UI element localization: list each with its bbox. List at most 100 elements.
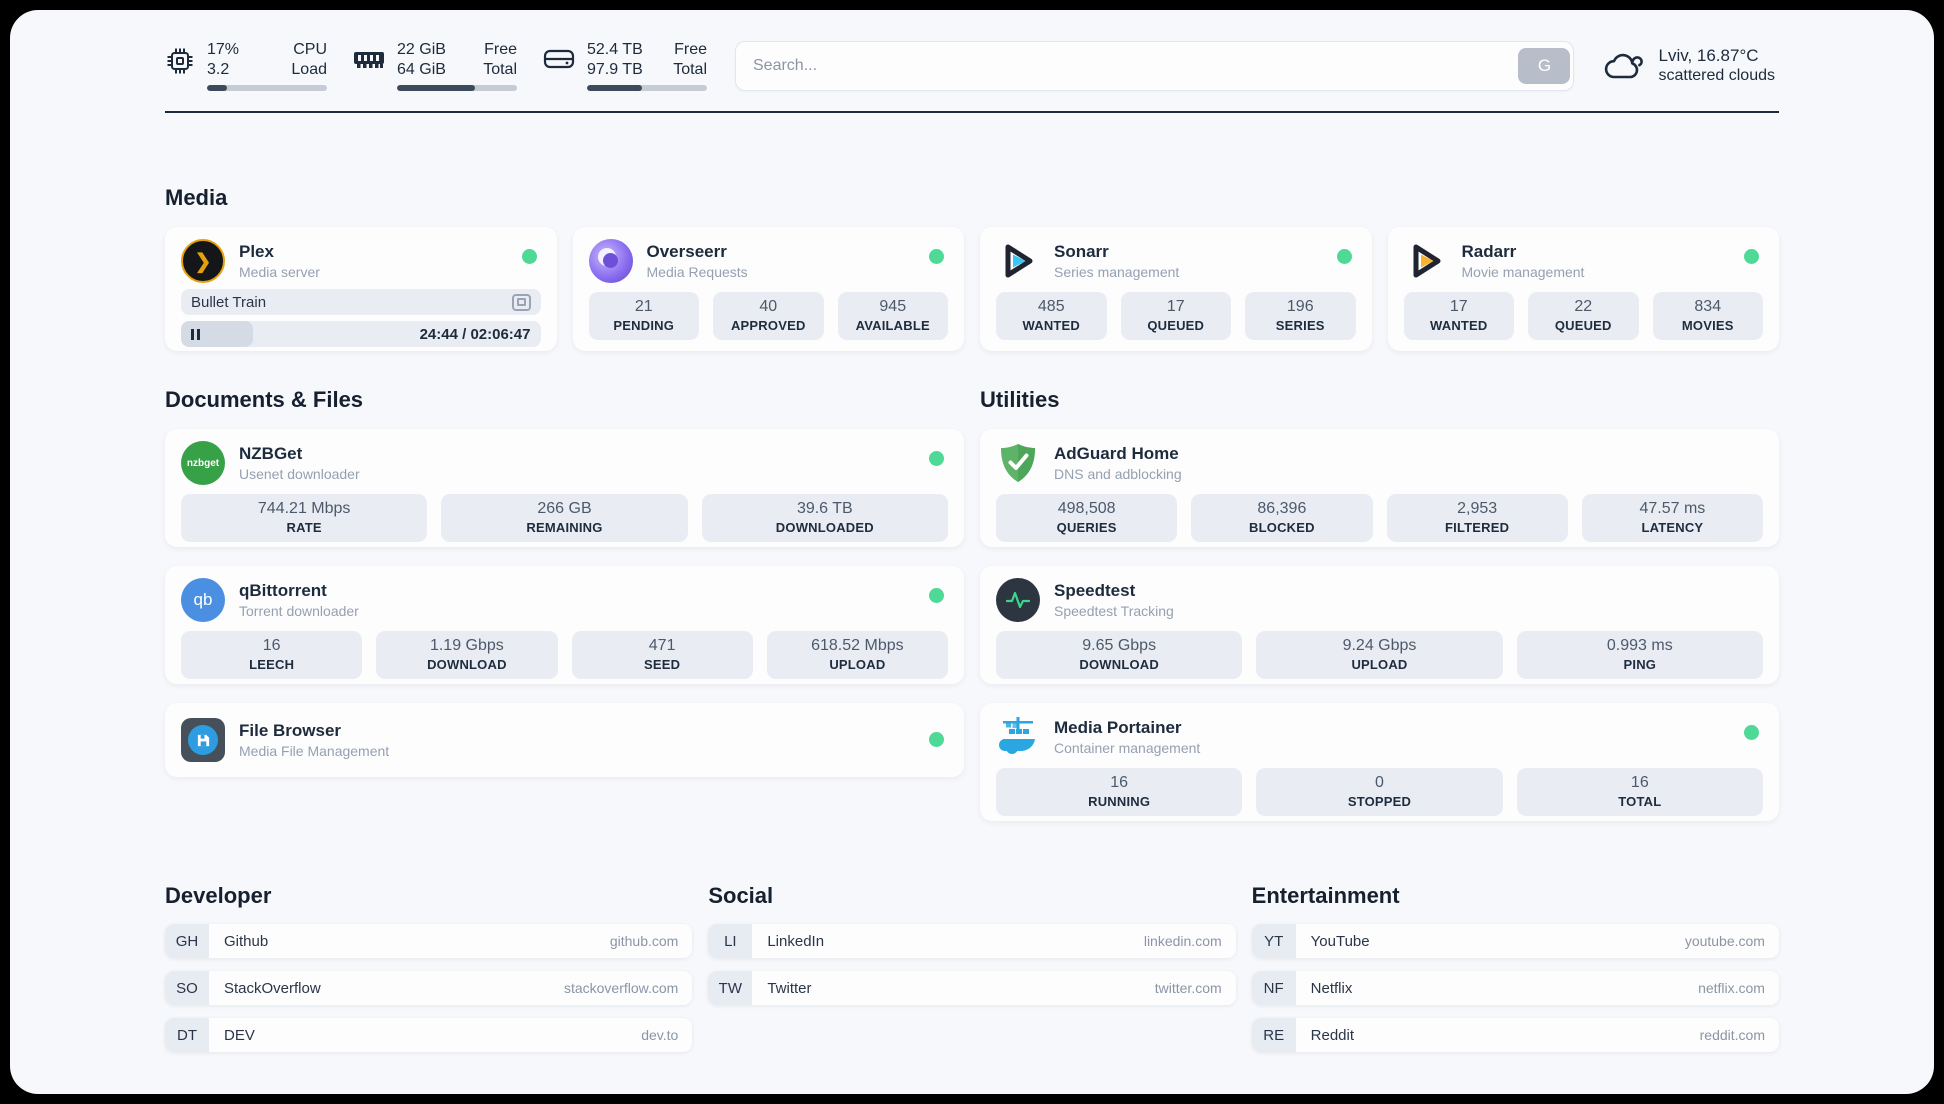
link-netflix[interactable]: NF Netflix netflix.com xyxy=(1251,971,1779,1005)
memory-icon xyxy=(354,52,384,68)
plex-icon: ❯ xyxy=(181,239,225,283)
adguard-icon xyxy=(996,441,1040,485)
plex-time-display: 24:44 / 02:06:47 xyxy=(419,325,531,343)
section-social: Social LI LinkedIn linkedin.com TW Twitt… xyxy=(708,883,1236,1052)
sonarr-stat-series: 196 SERIES xyxy=(1245,292,1356,340)
reddit-tag: RE xyxy=(1251,1018,1296,1052)
adguard-stat-blocked: 86,396 BLOCKED xyxy=(1191,494,1373,542)
section-documents: Documents & Files nzbget NZBGet Usenet d… xyxy=(165,387,964,821)
stackoverflow-tag: SO xyxy=(165,971,209,1005)
qbittorrent-stat-seed: 471 SEED xyxy=(571,631,753,679)
memory-progress-bar xyxy=(397,85,517,91)
cpu-usage-value: 17% xyxy=(207,41,240,58)
plex-now-playing-title: Bullet Train xyxy=(191,293,267,311)
nzbget-online-dot xyxy=(929,451,944,466)
section-media: Media ❯ Plex Media server Bullet Train xyxy=(165,185,1779,351)
link-stackoverflow[interactable]: SO StackOverflow stackoverflow.com xyxy=(165,971,693,1005)
filebrowser-subtitle: Media File Management xyxy=(239,743,390,759)
qbittorrent-stat-download: 1.19 Gbps DOWNLOAD xyxy=(376,631,558,679)
entertainment-section-title: Entertainment xyxy=(1251,883,1400,908)
radarr-card[interactable]: Radarr Movie management 17 WANTED 22 QUEUE… xyxy=(1387,227,1779,351)
search-bar: G xyxy=(735,40,1575,91)
memory-total-label: Total xyxy=(483,61,517,78)
link-linkedin[interactable]: LI LinkedIn linkedin.com xyxy=(708,924,1236,958)
nzbget-icon: nzbget xyxy=(181,441,225,485)
sonarr-stat-queued: 17 QUEUED xyxy=(1120,292,1231,340)
picture-in-picture-icon[interactable] xyxy=(511,293,531,311)
qbittorrent-card[interactable]: qb qBittorrent Torrent downloader 16 LEEC… xyxy=(165,566,964,684)
disk-stat: 52.4 TB 97.9 TB Free Total xyxy=(543,40,707,91)
plex-online-dot xyxy=(521,249,537,264)
radarr-online-dot xyxy=(1744,249,1759,264)
section-developer: Developer GH Github github.com SO StackO… xyxy=(165,883,693,1052)
plex-player-bar[interactable]: 24:44 / 02:06:47 xyxy=(181,321,541,347)
disk-free-value: 52.4 TB xyxy=(587,41,643,58)
top-bar: 17% 3.2 CPU Load 22 GiB 64 GiB Free Total xyxy=(165,10,1779,91)
memory-free-value: 22 GiB xyxy=(397,41,446,58)
qbittorrent-icon: qb xyxy=(181,578,225,622)
portainer-card[interactable]: Media Portainer Container management 16 R… xyxy=(980,703,1779,821)
speedtest-card[interactable]: Speedtest Speedtest Tracking 9.65 Gbps DO… xyxy=(980,566,1779,684)
scattered-clouds-icon xyxy=(1605,53,1644,78)
overseerr-subtitle: Media Requests xyxy=(646,264,748,280)
portainer-stat-total: 16 TOTAL xyxy=(1516,768,1763,816)
plex-card[interactable]: ❯ Plex Media server Bullet Train xyxy=(165,227,557,351)
speedtest-subtitle: Speedtest Tracking xyxy=(1054,603,1174,619)
adguard-stat-queries: 498,508 QUERIES xyxy=(996,494,1178,542)
overseerr-stat-available: 945 AVAILABLE xyxy=(837,292,948,340)
nzbget-card[interactable]: nzbget NZBGet Usenet downloader 744.21 M… xyxy=(165,429,964,547)
sonarr-icon xyxy=(996,239,1040,283)
filebrowser-online-dot xyxy=(929,732,944,747)
qbittorrent-stat-upload: 618.52 Mbps UPLOAD xyxy=(766,631,948,679)
google-search-button[interactable]: G xyxy=(1518,47,1571,84)
filebrowser-icon xyxy=(181,718,225,762)
disk-total-value: 97.9 TB xyxy=(587,61,643,78)
portainer-stat-running: 16 RUNNING xyxy=(996,768,1243,816)
link-dev[interactable]: DT DEV dev.to xyxy=(165,1018,693,1052)
portainer-subtitle: Container management xyxy=(1054,740,1201,756)
adguard-title: AdGuard Home xyxy=(1054,444,1179,463)
twitter-tag: TW xyxy=(708,971,753,1005)
speedtest-stat-download: 9.65 Gbps DOWNLOAD xyxy=(996,631,1243,679)
overseerr-online-dot xyxy=(929,249,944,264)
portainer-stat-stopped: 0 STOPPED xyxy=(1256,768,1503,816)
link-youtube[interactable]: YT YouTube youtube.com xyxy=(1251,924,1779,958)
dashboard-panel: 17% 3.2 CPU Load 22 GiB 64 GiB Free Total xyxy=(10,10,1934,1094)
linkedin-tag: LI xyxy=(708,924,753,958)
nzbget-title: NZBGet xyxy=(239,444,303,463)
link-reddit[interactable]: RE Reddit reddit.com xyxy=(1251,1018,1779,1052)
cpu-progress-bar xyxy=(207,85,327,91)
memory-total-value: 64 GiB xyxy=(397,61,446,78)
sonarr-online-dot xyxy=(1336,249,1352,264)
weather-condition: scattered clouds xyxy=(1658,67,1775,84)
overseerr-card[interactable]: Overseerr Media Requests 21 PENDING 40 APP… xyxy=(572,227,964,351)
cpu-load-label: Load xyxy=(291,61,327,78)
social-section-title: Social xyxy=(708,883,774,908)
radarr-stat-wanted: 17 WANTED xyxy=(1403,292,1514,340)
memory-free-label: Free xyxy=(484,41,517,58)
filebrowser-card[interactable]: File Browser Media File Management xyxy=(165,703,964,777)
disk-progress-bar xyxy=(587,85,707,91)
adguard-stat-filtered: 2,953 FILTERED xyxy=(1386,494,1568,542)
search-input[interactable] xyxy=(739,55,1519,76)
disk-icon xyxy=(543,49,575,69)
sonarr-stat-wanted: 485 WANTED xyxy=(996,292,1107,340)
disk-total-label: Total xyxy=(673,61,707,78)
link-twitter[interactable]: TW Twitter twitter.com xyxy=(708,971,1236,1005)
cpu-icon xyxy=(167,48,193,74)
link-github[interactable]: GH Github github.com xyxy=(165,924,693,958)
cpu-label: CPU xyxy=(293,41,327,58)
header-divider xyxy=(165,111,1779,113)
qbittorrent-title: qBittorrent xyxy=(239,581,327,600)
disk-free-label: Free xyxy=(674,41,707,58)
nzbget-stat-rate: 744.21 Mbps RATE xyxy=(181,494,428,542)
section-utilities: Utilities AdGuard Home DNS and adblockin… xyxy=(980,387,1779,821)
radarr-stat-movies: 834 MOVIES xyxy=(1652,292,1763,340)
plex-title: Plex xyxy=(239,242,274,261)
netflix-tag: NF xyxy=(1251,971,1296,1005)
adguard-card[interactable]: AdGuard Home DNS and adblocking 498,508 Q… xyxy=(980,429,1779,547)
nzbget-stat-downloaded: 39.6 TB DOWNLOADED xyxy=(701,494,948,542)
pause-icon[interactable] xyxy=(191,328,200,340)
memory-stat: 22 GiB 64 GiB Free Total xyxy=(353,40,517,91)
sonarr-card[interactable]: Sonarr Series management 485 WANTED 17 QUE… xyxy=(980,227,1372,351)
